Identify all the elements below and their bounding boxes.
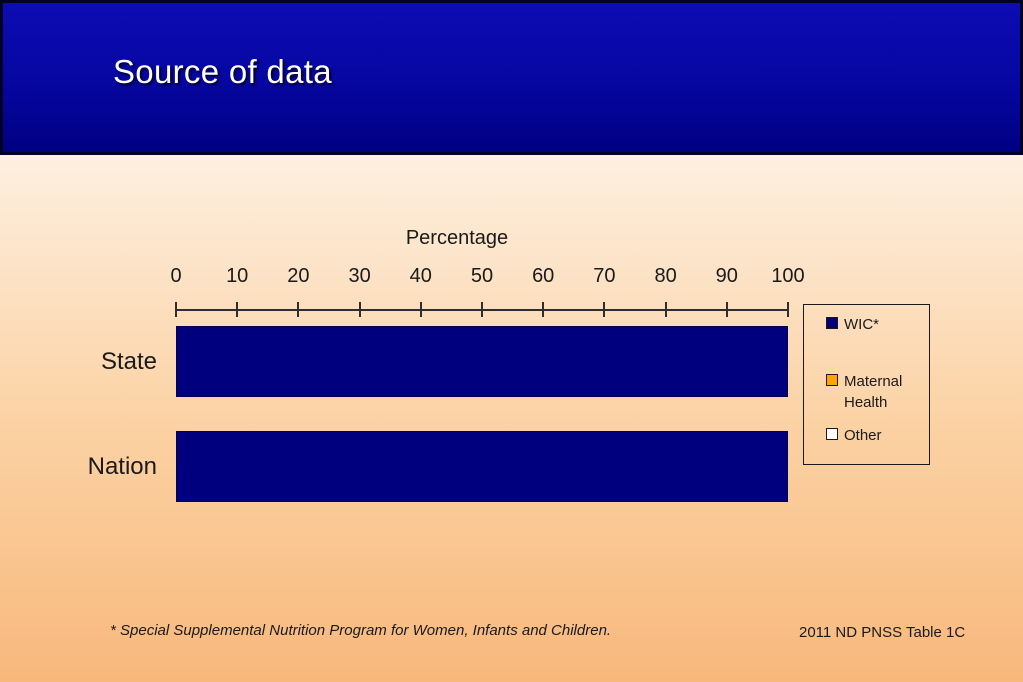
legend-label: Other: [844, 427, 882, 444]
axis-tick-label: 70: [593, 265, 616, 287]
bar-segment-wic: [176, 326, 788, 397]
bar-segment-wic: [176, 431, 788, 502]
axis-tick-mark: [664, 302, 667, 317]
axis-tick-label: 40: [409, 265, 432, 287]
category-label: State: [100, 347, 157, 375]
legend-item: Maternal Health: [826, 371, 925, 413]
axis-tick-mark: [419, 302, 422, 317]
axis-title: Percentage: [405, 227, 509, 249]
bar-row: [176, 326, 788, 397]
axis-tick-label: 30: [348, 265, 371, 287]
axis-tick-mark: [603, 302, 606, 317]
axis-tick-mark: [297, 302, 300, 317]
slide-header: Source of data: [0, 0, 1023, 155]
axis-tick-label: 20: [287, 265, 310, 287]
legend-swatch-icon: [826, 428, 838, 440]
chart-legend: WIC* Maternal Health Other: [803, 304, 930, 465]
axis-tick-mark: [358, 302, 361, 317]
axis-tick-mark: [725, 302, 728, 317]
axis-tick-mark: [236, 302, 239, 317]
bar-row: [176, 431, 788, 502]
axis-tick-mark: [175, 302, 177, 317]
footnote: * Special Supplemental Nutrition Program…: [110, 622, 612, 639]
axis-tick-mark: [787, 302, 789, 317]
legend-label: WIC*: [844, 316, 879, 333]
legend-label: Maternal Health: [844, 373, 903, 411]
source-reference: 2011 ND PNSS Table 1C: [799, 624, 966, 641]
axis-tick-mark: [542, 302, 545, 317]
axis-tick-mark: [481, 302, 483, 317]
legend-swatch-icon: [826, 374, 838, 386]
slide-title: Source of data: [113, 53, 332, 90]
axis-tick-label: 90: [715, 265, 738, 287]
legend-item: Other: [826, 425, 925, 446]
legend-swatch-icon: [826, 317, 838, 329]
axis-tick-label: 60: [532, 265, 555, 287]
legend-item: WIC*: [826, 314, 925, 335]
axis-tick-label: 50: [470, 265, 494, 287]
axis-tick-label: 100: [771, 265, 805, 287]
axis-tick-label: 0: [170, 265, 182, 287]
category-label: Nation: [87, 452, 157, 480]
axis-tick-label: 80: [654, 265, 677, 287]
axis-tick-label: 10: [226, 265, 249, 287]
